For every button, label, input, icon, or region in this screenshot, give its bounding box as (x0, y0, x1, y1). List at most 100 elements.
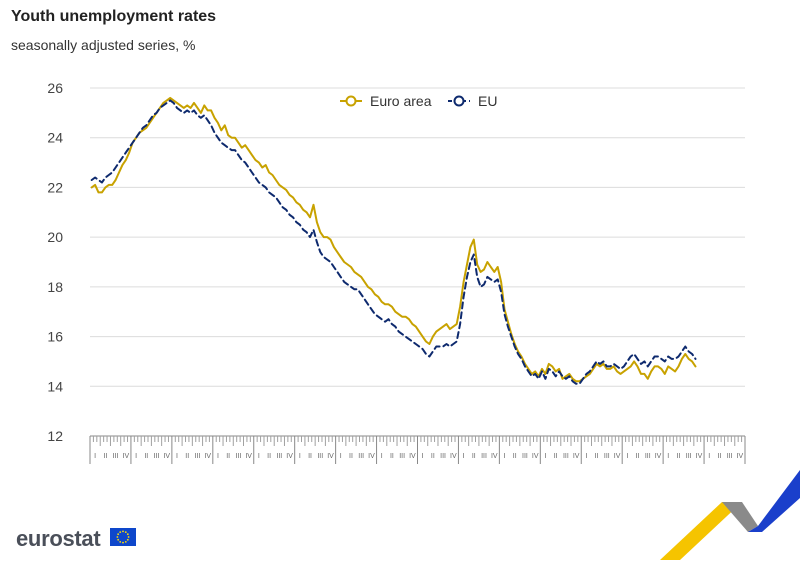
x-quarter-label: I (422, 453, 424, 460)
x-quarter-label: III (399, 453, 405, 460)
series-lines (90, 96, 697, 385)
x-quarter-label: I (135, 453, 137, 460)
x-axis: IIIIIIIV2011IIIIIIIV2012IIIIIIIV2013IIII… (89, 435, 746, 464)
x-quarter-label: III (195, 453, 201, 460)
x-quarter-label: III (154, 453, 160, 460)
x-quarter-label: IV (123, 453, 130, 460)
x-quarter-label: II (554, 453, 558, 460)
x-quarter-label: I (544, 453, 546, 460)
x-quarter-label: II (595, 453, 599, 460)
series-line-eu (90, 99, 697, 385)
flag-star (124, 531, 127, 534)
x-quarter-label: I (94, 453, 96, 460)
x-quarter-label: IV (737, 453, 744, 460)
x-quarter-label: II (636, 453, 640, 460)
y-tick-label: 22 (47, 179, 63, 195)
legend-label-euro-area: Euro area (370, 93, 432, 109)
y-tick-label: 14 (47, 378, 63, 394)
x-quarter-label: IV (532, 453, 539, 460)
flag-star (124, 540, 127, 543)
legend-label-eu: EU (478, 93, 497, 109)
x-quarter-label: II (308, 453, 312, 460)
corner-decoration-icon (660, 470, 800, 560)
x-quarter-label: IV (614, 453, 621, 460)
x-quarter-label: I (708, 453, 710, 460)
legend-item-eu[interactable]: EU (448, 93, 497, 109)
flag-star (119, 531, 122, 534)
series-line-euro-area (90, 96, 697, 383)
x-quarter-label: IV (655, 453, 662, 460)
x-quarter-label: II (185, 453, 189, 460)
x-quarter-label: III (440, 453, 446, 460)
x-quarter-label: I (626, 453, 628, 460)
y-tick-label: 16 (47, 329, 63, 345)
x-quarter-label: IV (696, 453, 703, 460)
flag-star (116, 536, 119, 538)
x-quarter-label: III (727, 453, 733, 460)
y-tick-label: 26 (47, 80, 63, 96)
flag-star (126, 533, 129, 536)
x-quarter-label: III (358, 453, 364, 460)
x-quarter-label: II (144, 453, 148, 460)
x-quarter-label: II (431, 453, 435, 460)
x-quarter-label: III (563, 453, 569, 460)
x-quarter-label: II (103, 453, 107, 460)
y-tick-label: 20 (47, 229, 63, 245)
x-quarter-label: III (317, 453, 323, 460)
eu-flag-icon (110, 528, 136, 546)
x-quarter-label: III (604, 453, 610, 460)
x-quarter-label: I (381, 453, 383, 460)
x-quarter-label: II (226, 453, 230, 460)
x-quarter-label: IV (573, 453, 580, 460)
flag-star (117, 538, 120, 541)
gridlines (90, 87, 745, 437)
x-quarter-label: I (340, 453, 342, 460)
x-quarter-label: IV (368, 453, 375, 460)
x-quarter-label: IV (245, 453, 252, 460)
flag-star (122, 541, 124, 544)
x-quarter-label: III (645, 453, 651, 460)
x-quarter-label: II (717, 453, 721, 460)
x-quarter-label: IV (286, 453, 293, 460)
flag-star (127, 536, 130, 538)
x-quarter-label: III (235, 453, 241, 460)
x-quarter-label: IV (204, 453, 211, 460)
x-quarter-label: I (463, 453, 465, 460)
x-quarter-label: IV (450, 453, 457, 460)
y-tick-label: 12 (47, 428, 63, 444)
x-quarter-label: III (113, 453, 119, 460)
flag-star (122, 530, 124, 533)
x-quarter-label: I (258, 453, 260, 460)
x-quarter-label: III (276, 453, 282, 460)
y-axis-ticks: 12 14 16 18 20 22 24 26 (47, 80, 63, 444)
chart-title: Youth unemployment rates (11, 8, 217, 25)
x-quarter-label: IV (491, 453, 498, 460)
x-quarter-label: II (349, 453, 353, 460)
y-tick-label: 24 (47, 130, 63, 146)
x-quarter-label: I (585, 453, 587, 460)
x-quarter-label: I (504, 453, 506, 460)
legend-item-euro-area[interactable]: Euro area (340, 93, 432, 109)
x-quarter-label: II (390, 453, 394, 460)
x-quarter-label: III (686, 453, 692, 460)
flag-star (117, 533, 120, 536)
x-quarter-label: II (513, 453, 517, 460)
y-tick-label: 18 (47, 279, 63, 295)
x-quarter-label: IV (163, 453, 170, 460)
x-quarter-label: III (522, 453, 528, 460)
flag-star (119, 540, 122, 543)
x-quarter-label: I (299, 453, 301, 460)
x-quarter-label: II (267, 453, 271, 460)
x-quarter-label: II (677, 453, 681, 460)
x-quarter-label: I (217, 453, 219, 460)
x-quarter-label: II (472, 453, 476, 460)
x-quarter-label: IV (409, 453, 416, 460)
x-quarter-label: I (667, 453, 669, 460)
chart-subtitle: seasonally adjusted series, % (11, 37, 196, 53)
flag-star (126, 538, 129, 541)
legend[interactable]: Euro area EU (340, 93, 497, 109)
x-quarter-label: I (176, 453, 178, 460)
x-quarter-label: IV (327, 453, 334, 460)
eurostat-logo: eurostat (16, 526, 101, 551)
